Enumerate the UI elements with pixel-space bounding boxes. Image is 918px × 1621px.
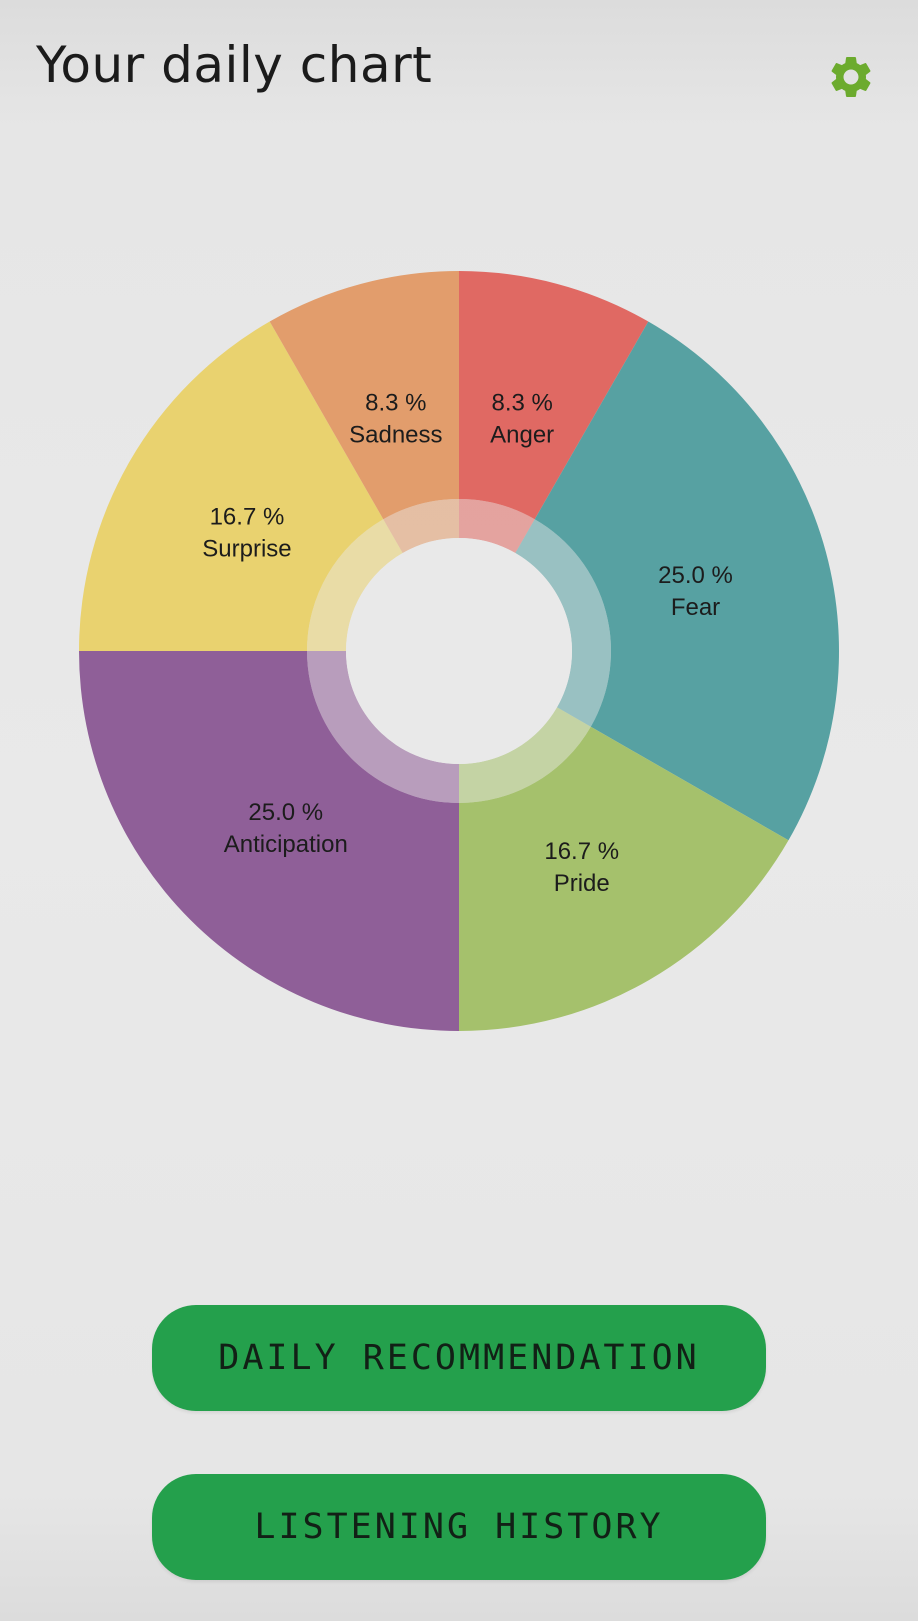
slice-value-anger: 8.3 % — [491, 389, 552, 416]
slice-label-anticipation: Anticipation — [224, 831, 348, 858]
inner-ring-anticipation — [307, 651, 459, 803]
slice-label-surprise: Surprise — [202, 535, 291, 562]
settings-button[interactable] — [826, 52, 876, 102]
slice-surprise[interactable] — [79, 321, 384, 651]
slice-label-fear: Fear — [671, 594, 720, 621]
slice-value-surprise: 16.7 % — [210, 503, 285, 530]
inner-ring-surprise — [307, 519, 403, 651]
listening-history-button[interactable]: LISTENING HISTORY — [152, 1474, 766, 1580]
slice-sadness[interactable] — [269, 271, 459, 520]
inner-ring-fear — [515, 519, 611, 727]
slice-anticipation[interactable] — [79, 651, 459, 1031]
slice-value-fear: 25.0 % — [658, 562, 733, 589]
page-title: Your daily chart — [36, 36, 433, 94]
inner-ring-sadness — [383, 499, 459, 554]
slice-value-anticipation: 25.0 % — [248, 799, 323, 826]
gear-icon — [831, 57, 871, 97]
daily-recommendation-button[interactable]: DAILY RECOMMENDATION — [152, 1305, 766, 1411]
slice-value-sadness: 8.3 % — [365, 389, 426, 416]
slice-label-anger: Anger — [490, 421, 554, 448]
inner-ring-anger — [459, 499, 535, 554]
emotion-donut-chart: 8.3 % Anger 25.0 % Fear 16.7 % Pride 25.0 % Ant… — [79, 271, 839, 1031]
listening-history-label: LISTENING HISTORY — [254, 1507, 664, 1547]
slice-fear[interactable] — [534, 321, 839, 841]
slice-value-pride: 16.7 % — [544, 838, 619, 865]
slice-label-pride: Pride — [554, 870, 610, 897]
donut-hole — [346, 538, 572, 764]
daily-recommendation-label: DAILY RECOMMENDATION — [218, 1338, 700, 1378]
slice-pride[interactable] — [459, 726, 789, 1031]
slice-anger[interactable] — [459, 271, 649, 520]
inner-ring-pride — [459, 707, 591, 803]
donut-chart-svg: 8.3 % Anger 25.0 % Fear 16.7 % Pride 25.0 % Ant… — [79, 271, 839, 1031]
slice-label-sadness: Sadness — [349, 421, 442, 448]
